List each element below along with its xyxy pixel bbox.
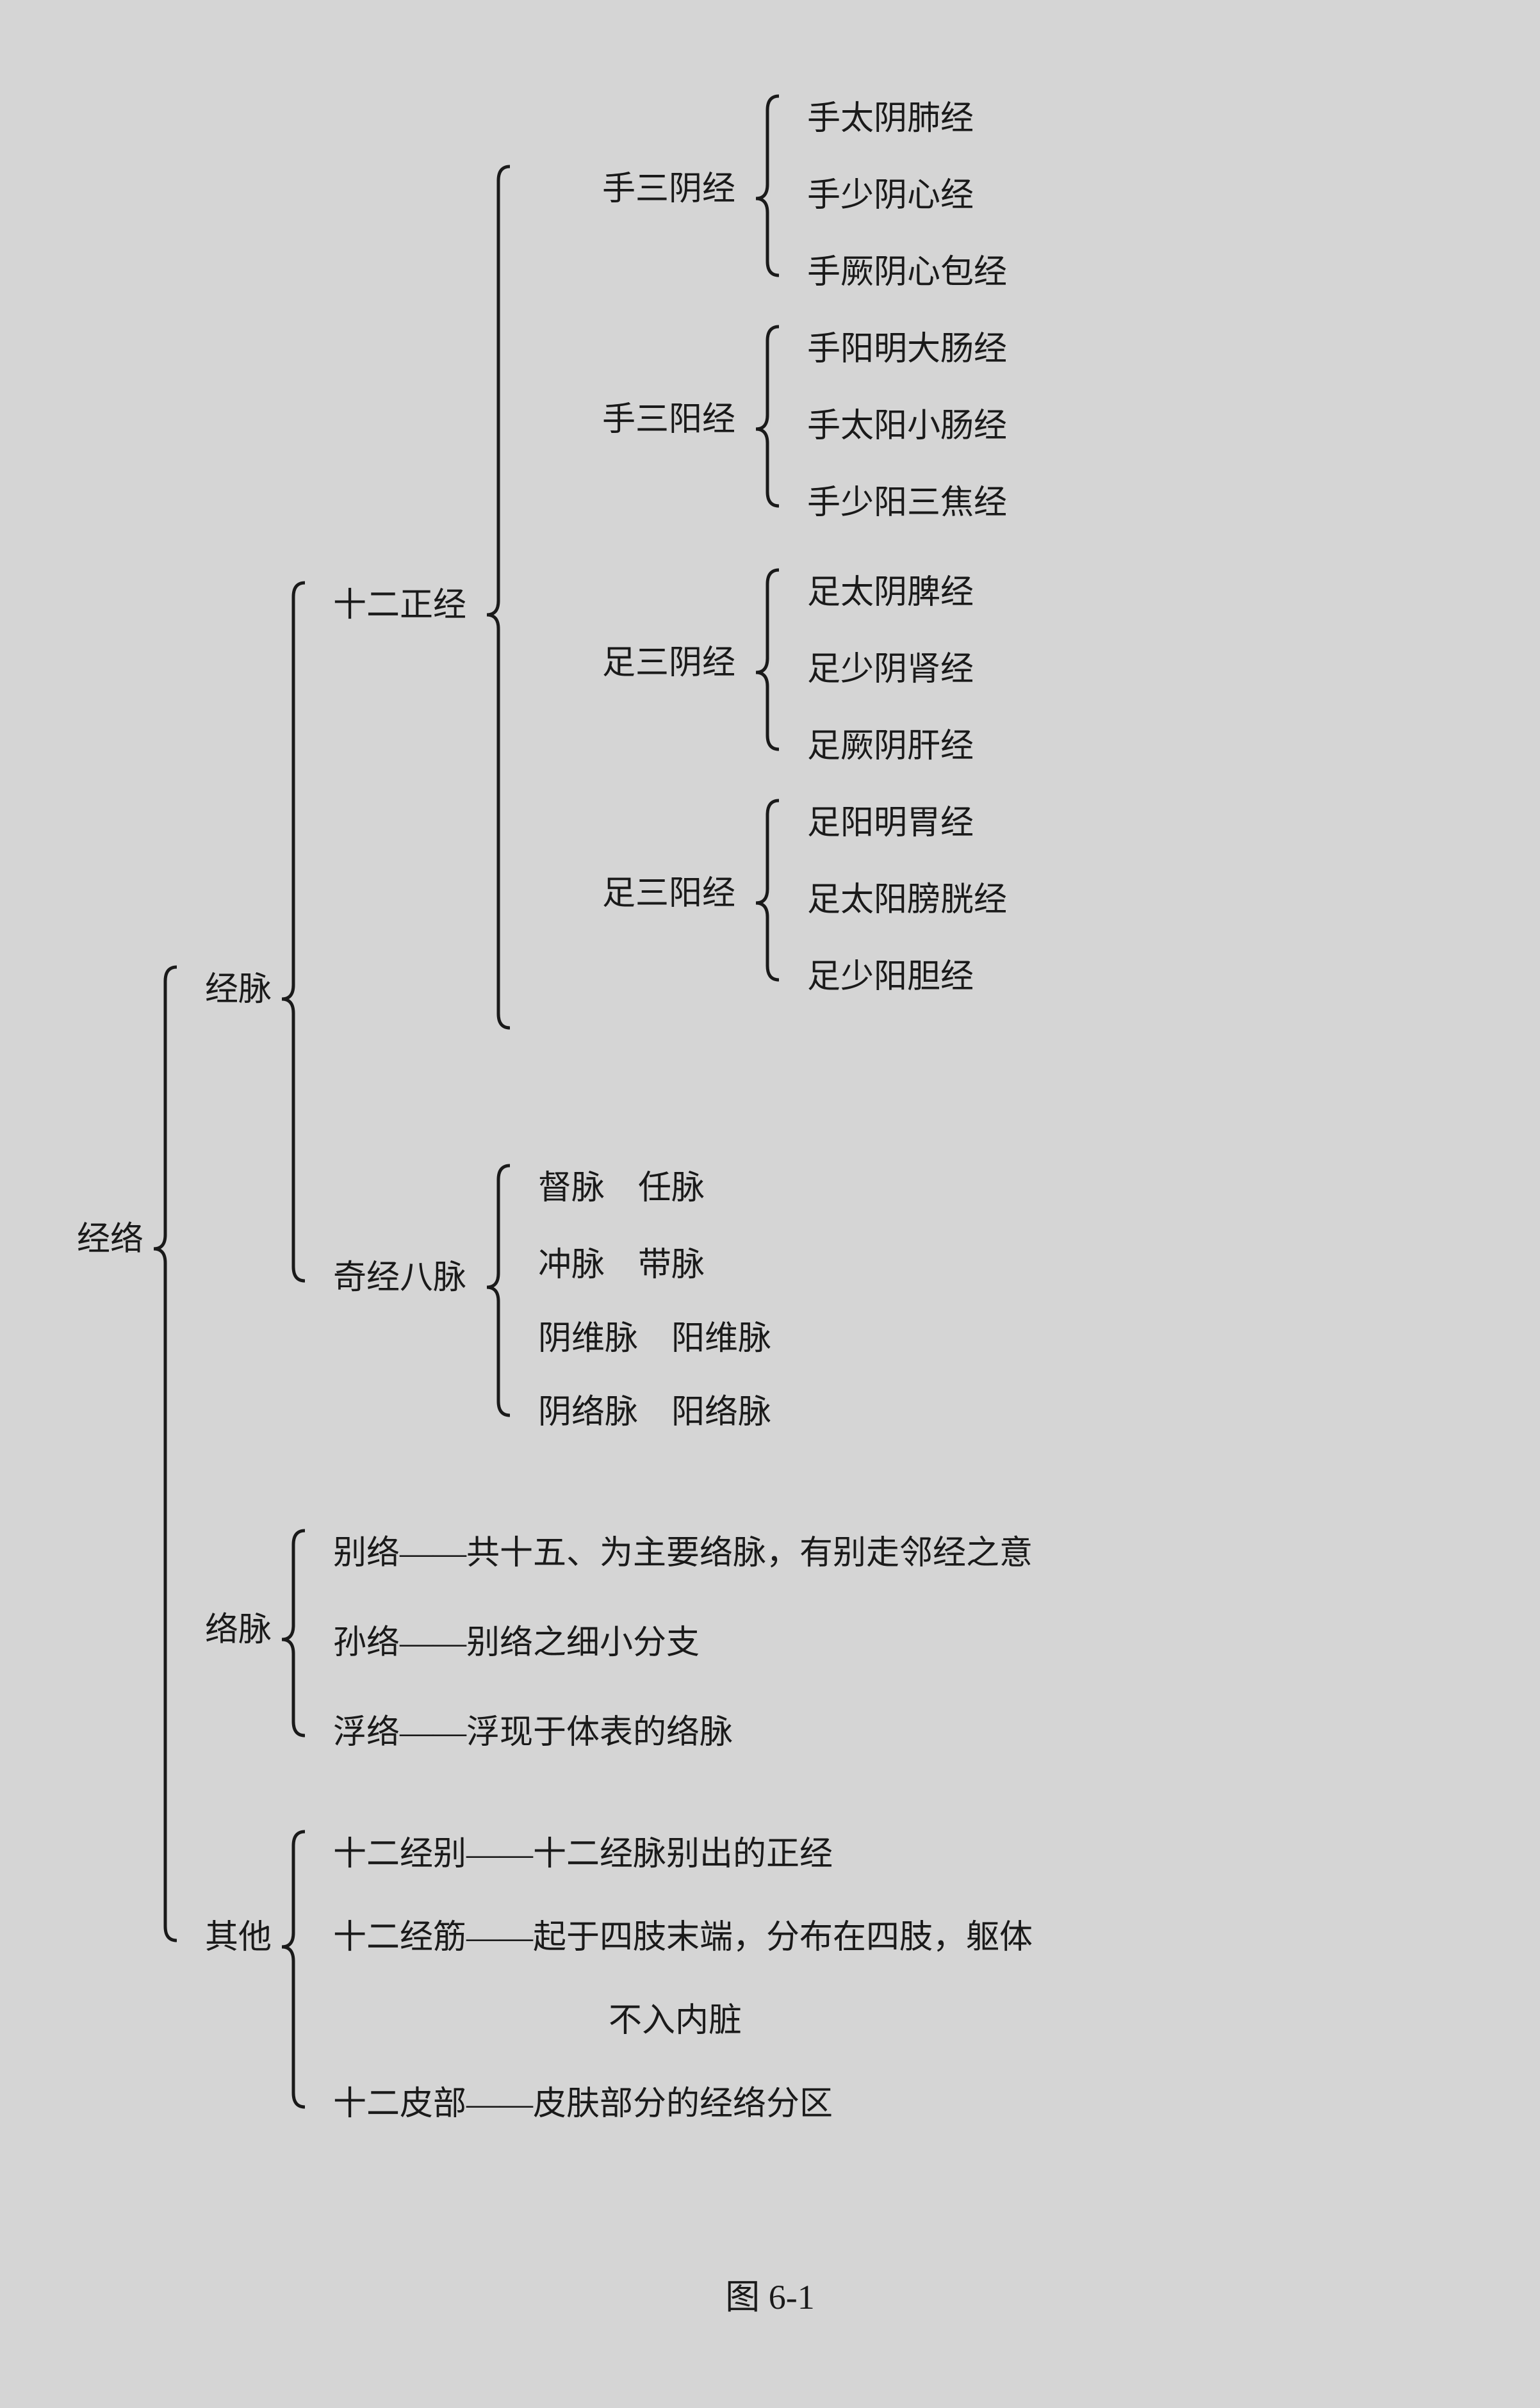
qita-item-2: 不入内脏: [609, 1998, 742, 2045]
node-shier-zhengjing: 十二正经: [333, 583, 466, 630]
figure-caption: 图 6-1: [26, 2274, 1514, 2322]
root-node: 经络: [77, 1217, 143, 1264]
node-shou-sanyang: 手三阳经: [602, 397, 735, 444]
brace-shou-sanyang: [756, 320, 792, 512]
qijing-item-1: 冲脉 带脉: [538, 1242, 705, 1289]
brace-luomai: [282, 1524, 318, 1742]
leaf-1: 手少阴心经: [807, 173, 974, 220]
leaf-3: 手阳明大肠经: [807, 327, 1007, 373]
leaf-5: 手少阳三焦经: [807, 480, 1007, 527]
brace-qijing-bamai: [487, 1159, 523, 1422]
leaf-4: 手太阳小肠经: [807, 403, 1007, 450]
leaf-2: 手厥阴心包经: [807, 250, 1007, 297]
leaf-6: 足太阴脾经: [807, 570, 974, 617]
node-jingmai: 经脉: [205, 967, 272, 1014]
brace-qita: [282, 1825, 318, 2113]
root-brace: [154, 961, 190, 1947]
qijing-item-3: 阴络脉 阳络脉: [538, 1390, 771, 1436]
brace-jingmai: [282, 576, 318, 1287]
leaf-7: 足少阴肾经: [807, 647, 974, 694]
node-zu-sanyin: 足三阴经: [602, 640, 735, 687]
node-qijing-bamai: 奇经八脉: [333, 1255, 466, 1302]
node-qita: 其他: [205, 1915, 272, 1962]
leaf-8: 足厥阴肝经: [807, 724, 974, 770]
node-shou-sanyin: 手三阴经: [602, 167, 735, 213]
luomai-item-0: 别络——共十五、为主要络脉，有别走邻经之意: [333, 1531, 1033, 1577]
leaf-11: 足少阳胆经: [807, 954, 974, 1001]
qijing-item-0: 督脉 任脉: [538, 1166, 705, 1212]
node-luomai: 络脉: [205, 1607, 272, 1654]
leaf-10: 足太阳膀胱经: [807, 877, 1007, 924]
leaf-9: 足阳明胃经: [807, 801, 974, 847]
luomai-item-1: 孙络——别络之细小分支: [333, 1620, 700, 1667]
qita-item-1: 十二经筋——起于四肢末端，分布在四肢，躯体: [333, 1915, 1033, 1962]
brace-shou-sanyin: [756, 90, 792, 282]
qita-item-3: 十二皮部——皮肤部分的经络分区: [333, 2081, 833, 2128]
qijing-item-2: 阴维脉 阳维脉: [538, 1316, 771, 1363]
brace-zu-sanyin: [756, 564, 792, 756]
qita-item-0: 十二经别——十二经脉别出的正经: [333, 1832, 833, 1878]
node-zu-sanyang: 足三阳经: [602, 871, 735, 918]
brace-zu-sanyang: [756, 794, 792, 986]
leaf-0: 手太阴肺经: [807, 96, 974, 143]
luomai-item-2: 浮络——浮现于体表的络脉: [333, 1710, 733, 1757]
brace-shier-zhengjing: [487, 160, 523, 1034]
